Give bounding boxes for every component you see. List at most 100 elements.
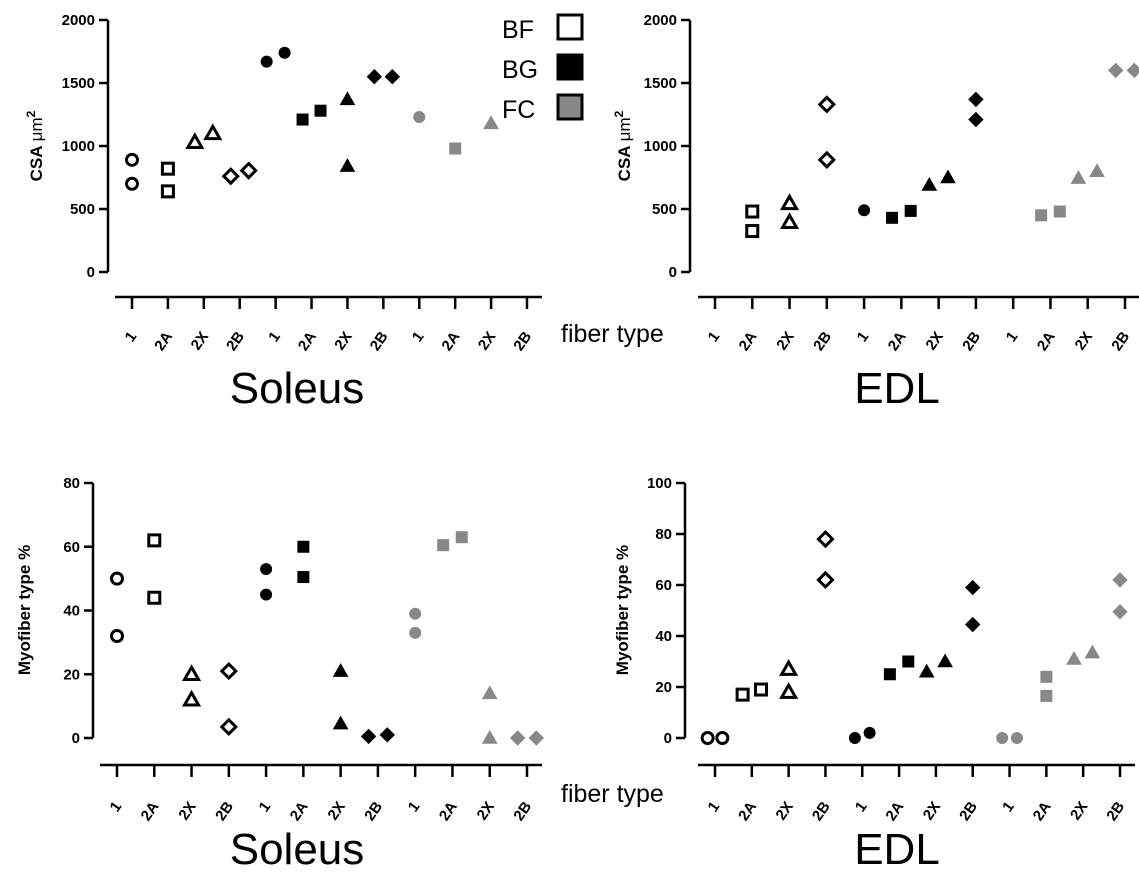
y-tick-label: 500	[652, 201, 677, 218]
x-tick-label: 1	[854, 329, 873, 346]
data-point-bg-2a	[883, 668, 896, 681]
chart-top-left: 0 500 1000 1500 2000 CSA μm2 1 2A 2X 2B 1 2A 2X 2B 1 2A…	[24, 12, 542, 413]
x-tick-label: 2B	[810, 328, 835, 354]
data-point-bf-2b	[816, 570, 835, 590]
data-point-bg-2x	[937, 653, 953, 668]
data-point-fc-2x	[1084, 644, 1101, 659]
data-point-fc-2a	[1040, 670, 1053, 683]
muscle-title: Soleus	[230, 825, 365, 873]
legend-swatch-bf	[556, 13, 584, 41]
muscle-title: EDL	[854, 364, 940, 413]
data-point-fc-2x	[481, 685, 498, 700]
data-point-bg-2a	[296, 113, 309, 126]
data-point-fc-2x	[481, 729, 498, 744]
y-tick-label: 0	[87, 264, 95, 281]
data-point-bf-2a	[735, 687, 750, 702]
data-point-bg-2a	[886, 211, 899, 224]
data-point-bf-2x	[181, 664, 202, 681]
x-tick-label: 2B	[956, 798, 981, 824]
legend-entry-bg: BG	[502, 53, 584, 84]
x-tick-label: 1	[1003, 329, 1022, 346]
data-point-bf-2a	[745, 204, 760, 219]
data-point-bg-1	[260, 55, 273, 68]
muscle-title: EDL	[854, 825, 940, 873]
x-tick-label: 2X	[920, 799, 944, 824]
y-tick-label: 80	[655, 526, 672, 543]
data-point-bf-2a	[147, 533, 162, 548]
data-point-bg-2a	[297, 540, 310, 553]
data-point-bf-2b	[817, 95, 836, 114]
x-tick-label: 1	[405, 799, 424, 816]
x-tick-label: 2B	[212, 798, 237, 824]
data-point-bf-2x	[779, 682, 799, 699]
y-tick-label: 100	[647, 475, 672, 492]
data-point-bf-2a	[160, 161, 175, 176]
data-point-fc-1	[996, 732, 1009, 744]
x-tick-label: 2X	[922, 329, 946, 354]
data-point-bg-2b	[965, 579, 981, 596]
x-tick-label: 1	[409, 329, 428, 346]
data-point-bf-2x	[779, 659, 799, 676]
chart-bottom-right: 0 20 40 60 80 100 Myofiber type % 1 2A 2X 2B 1 2A 2X 2…	[613, 475, 1135, 873]
data-point-bf-2b	[219, 661, 238, 681]
data-point-bf-2a	[745, 224, 760, 239]
data-point-bf-2b	[816, 529, 835, 549]
y-tick-label: 0	[72, 730, 80, 747]
data-point-fc-2a	[449, 142, 462, 155]
x-tick-label: 2X	[772, 799, 796, 824]
data-point-bf-2b	[239, 161, 258, 180]
x-tick-label: 2B	[223, 328, 248, 354]
data-point-bg-2x	[918, 663, 935, 678]
data-point-bf-1	[125, 176, 139, 191]
x-tick-label: 1	[852, 799, 871, 816]
data-point-bg-2b	[965, 616, 981, 633]
y-tick-label: 2000	[62, 12, 95, 29]
data-point-bf-2a	[147, 590, 162, 605]
x-tick-label: 2A	[1034, 328, 1059, 354]
data-point-bf-2x	[779, 193, 800, 211]
x-tick-label: 2A	[138, 798, 163, 824]
y-tick-label: 2000	[644, 12, 677, 29]
data-point-fc-2b	[1112, 572, 1128, 588]
x-tick-label: 2A	[735, 798, 760, 824]
x-tick-label: 2A	[882, 798, 907, 824]
data-point-fc-2a	[437, 539, 450, 552]
data-point-bg-1	[858, 204, 871, 217]
data-point-bg-2x	[921, 177, 938, 191]
data-point-fc-2b	[1107, 62, 1124, 79]
x-tick-label: 1	[265, 329, 284, 346]
data-point-bf-2b	[219, 717, 238, 736]
data-point-bf-2a	[160, 184, 175, 199]
x-tick-label: 1	[122, 329, 141, 346]
legend-label-bf: BF	[502, 16, 534, 44]
data-point-bf-1	[700, 731, 715, 745]
x-tick-label: 2X	[175, 799, 199, 824]
y-axis-label: Myofiber type %	[613, 545, 632, 675]
data-point-bf-1	[715, 731, 730, 745]
legend: BF BG FC	[502, 13, 584, 124]
x-tick-label: 2B	[367, 328, 392, 354]
data-point-bf-1	[110, 571, 124, 586]
data-point-bg-1	[278, 46, 291, 59]
data-point-bf-2x	[181, 689, 202, 707]
data-point-fc-2x	[1089, 163, 1105, 177]
y-axis-label: CSA μm2	[24, 110, 46, 181]
data-point-bg-2x	[339, 158, 356, 172]
data-point-bg-2a	[314, 104, 327, 117]
data-point-bf-2x	[203, 123, 223, 141]
x-tick-label: 2B	[1108, 328, 1133, 354]
x-tick-label: 2B	[510, 328, 535, 354]
data-point-bg-1	[863, 726, 876, 739]
x-tick-label: 2A	[287, 798, 312, 824]
data-point-bf-2b	[817, 150, 836, 169]
data-point-bg-1	[848, 732, 861, 744]
y-tick-label: 1500	[62, 75, 95, 92]
data-point-fc-2a	[1035, 209, 1048, 222]
x-tick-label: 2X	[188, 329, 212, 354]
data-point-bg-2a	[904, 204, 917, 217]
data-point-fc-2b	[1112, 604, 1128, 620]
data-point-bf-1	[125, 152, 139, 167]
fiber-type-label-top: fiber type	[561, 320, 664, 348]
data-point-fc-2b	[528, 730, 545, 746]
data-point-bg-2b	[968, 91, 984, 108]
